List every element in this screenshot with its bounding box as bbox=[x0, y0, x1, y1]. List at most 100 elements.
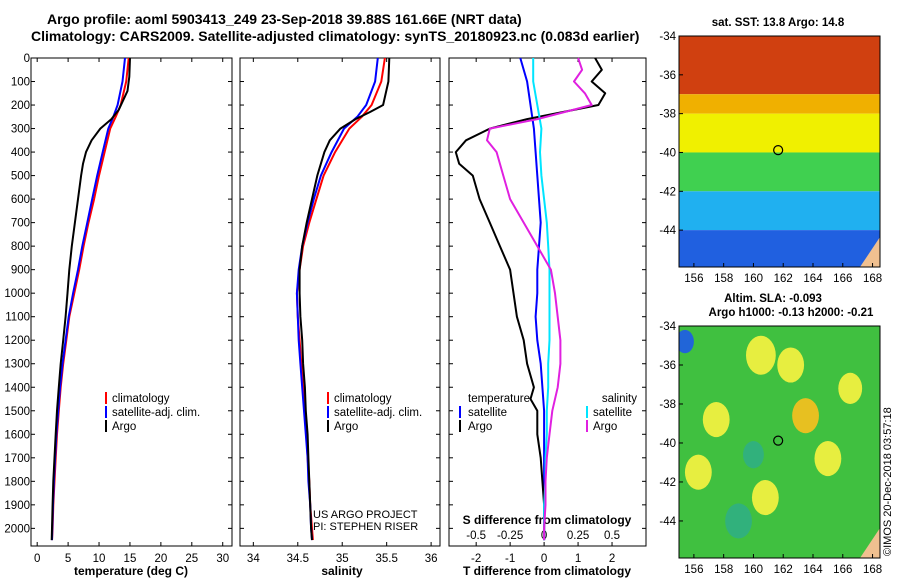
x-tick-label: 162 bbox=[774, 564, 793, 576]
sst-band bbox=[679, 191, 880, 231]
sla-map-subtitle: Argo h1000: -0.13 h2000: -0.21 bbox=[709, 307, 875, 319]
x-tick-label: -1 bbox=[505, 553, 515, 565]
x-tick-label: 34.5 bbox=[287, 553, 309, 565]
sst-band bbox=[679, 230, 880, 267]
sla-patch bbox=[743, 441, 764, 469]
sla-patch bbox=[702, 402, 730, 438]
y-tick-label: 1200 bbox=[4, 335, 30, 347]
salinity-legend: climatology satellite-adj. clim. Argo bbox=[327, 392, 422, 433]
x-tick-label: 156 bbox=[684, 564, 703, 576]
sst-map-title: sat. SST: 13.8 Argo: 14.8 bbox=[712, 17, 845, 29]
legend-s-argo-label: Argo bbox=[593, 421, 617, 433]
sst-band bbox=[679, 152, 880, 192]
legend-salinity-title: salinity bbox=[602, 393, 637, 405]
x-tick-label: 160 bbox=[744, 564, 763, 576]
y-tick-label: 1500 bbox=[4, 406, 30, 418]
temperature-axis-label: temperature (deg C) bbox=[74, 564, 188, 578]
x-tick-label: 160 bbox=[744, 273, 763, 285]
x-tick-label: 5 bbox=[65, 553, 71, 565]
x-tick-label: 35 bbox=[336, 553, 349, 565]
difference-panel: -2 -1 0 1 2-0.5 -0.25 0 0.25 0.5 bbox=[448, 57, 647, 565]
x-tick-label: 162 bbox=[774, 273, 793, 285]
t-difference-axis-label: T difference from climatology bbox=[463, 564, 631, 578]
x-tick-label: 158 bbox=[714, 564, 733, 576]
sst-band bbox=[679, 36, 880, 95]
series-line-argo bbox=[50, 57, 131, 541]
y-tick-label: -38 bbox=[659, 109, 676, 121]
series-line-t-satellite bbox=[519, 57, 546, 541]
legend-temperature-title: temperature bbox=[468, 393, 530, 405]
salinity-panel-frame bbox=[239, 57, 441, 547]
y-tick-label: 1100 bbox=[5, 312, 30, 324]
sla-patch bbox=[746, 335, 776, 375]
y-tick-label: 2000 bbox=[4, 523, 30, 535]
legend-argo-label: Argo bbox=[334, 421, 358, 433]
credit-pi: PI: STEPHEN RISER bbox=[313, 521, 418, 533]
sst-band bbox=[679, 113, 880, 153]
land-area bbox=[860, 528, 880, 558]
x-tick-label-salinity: 0.25 bbox=[567, 530, 589, 542]
temperature-panel-frame bbox=[30, 57, 233, 547]
y-tick-label: 1900 bbox=[4, 500, 30, 512]
sla-patch bbox=[751, 480, 779, 516]
temperature-legend: climatology satellite-adj. clim. Argo bbox=[105, 392, 200, 433]
y-tick-label: 1800 bbox=[4, 476, 30, 488]
y-tick-label: -36 bbox=[659, 360, 676, 372]
y-tick-label: 200 bbox=[11, 100, 30, 112]
sst-band bbox=[679, 94, 880, 114]
series-line-argo bbox=[298, 57, 391, 541]
x-tick-label: 0 bbox=[34, 553, 40, 565]
legend-s-satellite-label: satellite bbox=[593, 407, 632, 419]
legend-climatology-label: climatology bbox=[334, 393, 392, 405]
x-tick-label: 36 bbox=[425, 553, 438, 565]
s-difference-axis-label: S difference from climatology bbox=[463, 513, 632, 527]
x-tick-label: 2 bbox=[609, 553, 615, 565]
x-tick-label: 0 bbox=[541, 553, 547, 565]
y-tick-label: -40 bbox=[659, 147, 676, 159]
y-tick-label: 800 bbox=[11, 241, 30, 253]
y-tick-label: -38 bbox=[659, 399, 676, 411]
legend-satellite-label: satellite-adj. clim. bbox=[112, 407, 200, 419]
legend-argo-label: Argo bbox=[112, 421, 136, 433]
y-tick-label: 600 bbox=[11, 194, 30, 206]
x-tick-label: 166 bbox=[833, 273, 852, 285]
y-tick-label: -44 bbox=[659, 516, 676, 528]
series-line-satellite-adj-clim- bbox=[51, 57, 126, 541]
y-tick-label: -44 bbox=[659, 225, 676, 237]
sla-patch bbox=[838, 372, 863, 404]
sla-map-title: Altim. SLA: -0.093 bbox=[724, 293, 822, 305]
x-tick-label: 10 bbox=[93, 553, 106, 565]
x-tick-label: 158 bbox=[714, 273, 733, 285]
temperature-panel: 0 5 10 15 20 25 30 bbox=[30, 57, 233, 565]
profile-location-marker bbox=[773, 435, 784, 446]
y-tick-label: 300 bbox=[11, 124, 30, 136]
y-tick-label: 1000 bbox=[4, 288, 30, 300]
credit-project: US ARGO PROJECT bbox=[313, 509, 418, 521]
x-tick-label: 30 bbox=[216, 553, 229, 565]
legend-t-satellite-label: satellite bbox=[468, 407, 507, 419]
legend-satellite-label: satellite-adj. clim. bbox=[334, 407, 422, 419]
y-tick-label: -36 bbox=[659, 70, 676, 82]
sla-patch bbox=[792, 398, 819, 434]
y-tick-label: 900 bbox=[11, 265, 30, 277]
x-tick-label: 15 bbox=[124, 553, 137, 565]
sst-map: 156 158 160 162 164 166 168 -34 -36 -38 -40 -42 -44 bbox=[659, 31, 882, 285]
y-tick-label: 1600 bbox=[4, 429, 30, 441]
sla-patch bbox=[725, 503, 752, 539]
y-tick-label: 400 bbox=[11, 147, 30, 159]
land-area bbox=[860, 237, 880, 267]
y-tick-label: -40 bbox=[659, 438, 676, 450]
x-tick-label-salinity: -0.5 bbox=[466, 530, 486, 542]
series-line-climatology bbox=[295, 57, 386, 541]
y-tick-label: 500 bbox=[11, 171, 30, 183]
sla-patch bbox=[777, 347, 805, 383]
sla-patch bbox=[679, 329, 694, 354]
y-tick-label: 700 bbox=[11, 218, 30, 230]
sst-map-field bbox=[679, 36, 880, 267]
salinity-panel: 34 34.5 35 35.5 36 bbox=[239, 57, 441, 565]
credit-timestamp: ©IMOS 20-Dec-2018 03:57:18 bbox=[882, 407, 894, 556]
x-tick-label: 156 bbox=[684, 273, 703, 285]
x-tick-label: 1 bbox=[575, 553, 581, 565]
salinity-axis-label: salinity bbox=[321, 564, 363, 578]
